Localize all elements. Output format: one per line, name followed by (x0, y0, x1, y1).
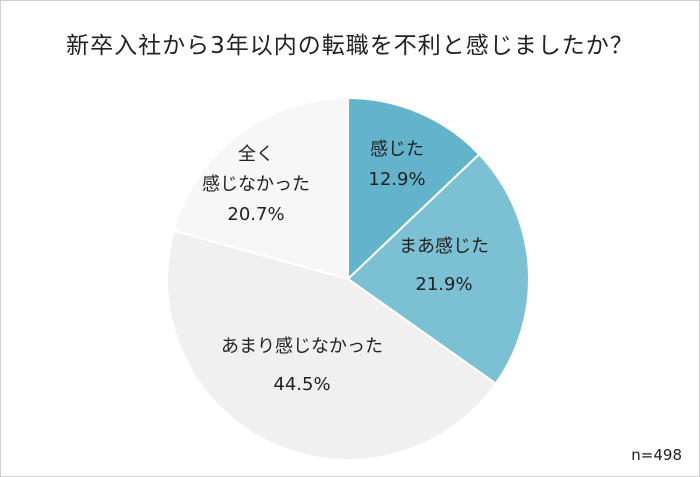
slice-label-maa-kanjita: まあ感じた (399, 236, 489, 257)
slice-value-amari-kanjinakatta: 44.5% (273, 374, 330, 395)
pie-slice-maa-kanjita (346, 152, 530, 385)
pie-slice-amari-kanjinakatta (166, 229, 498, 461)
slice-label-kanjita: 感じた (370, 139, 424, 160)
pie-slice-kanjita (347, 96, 481, 282)
slice-value-kanjita: 12.9% (368, 169, 425, 190)
slice-value-mattaku-kanjinakatta: 20.7% (227, 204, 284, 225)
slice-label-mattaku-kanjinakatta: 全く (238, 144, 274, 165)
slice-label-mattaku-kanjinakatta: 感じなかった (202, 174, 310, 195)
sample-size-note: n=498 (631, 446, 682, 464)
slice-label-amari-kanjinakatta: あまり感じなかった (221, 336, 383, 357)
pie-slice-mattaku-kanjinakatta (172, 96, 349, 281)
slice-value-maa-kanjita: 21.9% (415, 274, 472, 295)
chart-title: 新卒入社から3年以内の転職を不利と感じましたか？ (66, 33, 634, 59)
